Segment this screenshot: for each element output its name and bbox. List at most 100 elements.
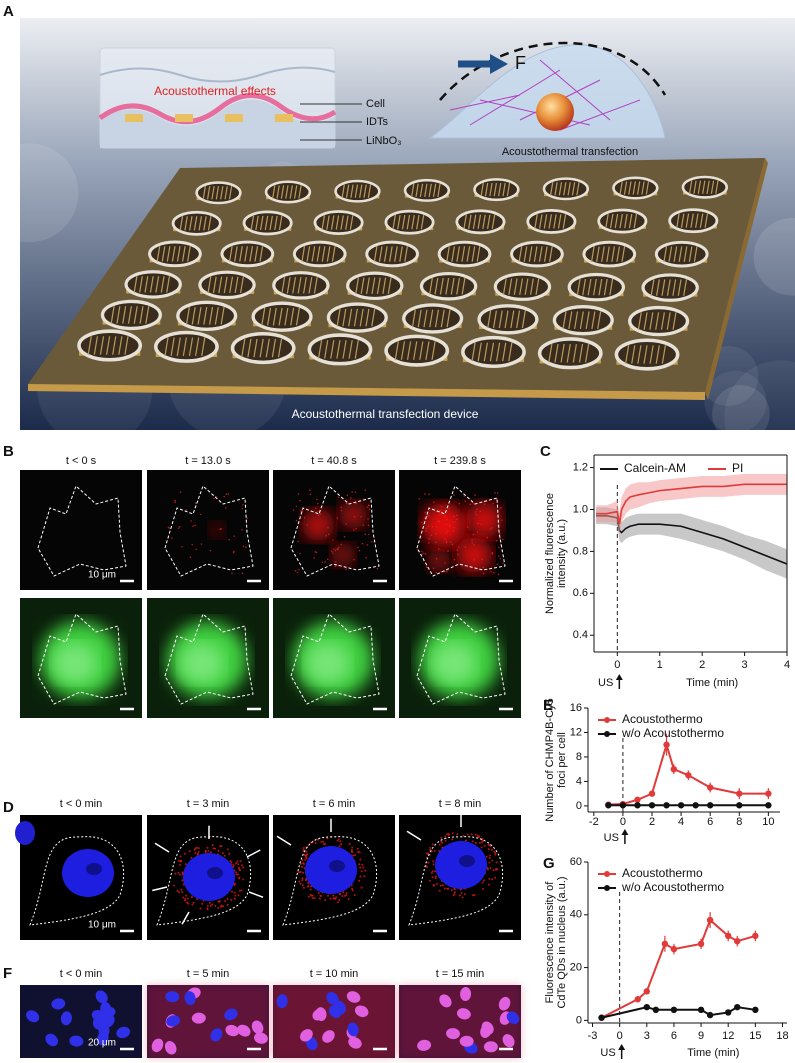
y-tick-label: 16 (570, 702, 582, 714)
idt-finger (274, 215, 278, 231)
red-speck (350, 848, 353, 851)
red-speck (494, 492, 496, 494)
idt-finger (632, 181, 636, 195)
red-speck (332, 894, 335, 897)
idt-finger (267, 307, 272, 326)
red-speck (421, 553, 423, 555)
red-speck (343, 536, 346, 538)
time-label: t = 40.8 s (311, 455, 357, 467)
y-tick-label: 20 (570, 961, 582, 973)
x-tick-label: 18 (776, 1030, 788, 1042)
idt-finger (650, 279, 655, 296)
cell-outline (416, 613, 506, 705)
idt-finger (345, 215, 349, 230)
cell-outline (37, 485, 127, 577)
idt-finger (429, 309, 434, 328)
idt-finger (666, 312, 671, 330)
device-side (705, 158, 768, 400)
idt-finger (367, 184, 372, 198)
red-speck (471, 539, 473, 541)
idt-finger (112, 336, 117, 355)
red-speck (450, 889, 453, 892)
idt-finger (498, 182, 502, 197)
marker (670, 1006, 678, 1014)
red-speck (473, 503, 475, 505)
red-speck (456, 833, 459, 836)
bokeh-circle (753, 217, 795, 296)
legend-label: w/o Acoustothermo (621, 726, 724, 740)
red-speck (233, 550, 235, 553)
idt-finger (349, 215, 354, 230)
time-label: t < 0 min (60, 798, 103, 810)
red-speck (491, 878, 494, 881)
red-speck (336, 839, 339, 842)
red-speck (457, 546, 460, 548)
idt-finger (185, 307, 190, 325)
idt-finger (516, 310, 521, 329)
idt-finger (389, 246, 393, 262)
red-speck (487, 848, 490, 851)
series-line (596, 483, 787, 525)
red-speck (337, 548, 339, 551)
red-speck (431, 526, 434, 528)
red-speck (337, 564, 340, 567)
red-speck (299, 552, 301, 555)
idt-finger (316, 246, 321, 262)
nucleus (184, 991, 196, 1006)
red-speck (451, 521, 454, 523)
idt-finger (376, 277, 381, 295)
idt-finger (562, 311, 567, 329)
idt-finger (625, 345, 630, 364)
red-speck (428, 538, 430, 540)
idt-finger (456, 246, 461, 262)
well (334, 179, 381, 203)
idt-finger (688, 180, 693, 194)
idt-finger (628, 181, 632, 195)
red-speck (212, 847, 215, 850)
red-speck (489, 528, 492, 530)
idt-finger (598, 278, 603, 296)
idt-finger (340, 215, 344, 230)
red-speck (366, 544, 369, 546)
red-speck (317, 514, 320, 516)
idt-finger (406, 215, 411, 230)
idt-finger (597, 311, 602, 329)
time-label: t = 10 min (310, 968, 359, 980)
idt-finger (139, 276, 143, 293)
red-speck (322, 840, 325, 843)
idt-finger (579, 311, 584, 329)
red-speck (445, 532, 448, 534)
red-speck (435, 532, 438, 535)
red-speck (480, 523, 482, 526)
red-speck (319, 513, 322, 515)
idt-finger (695, 213, 699, 228)
red-speck (192, 525, 194, 527)
red-speck (206, 904, 209, 907)
idt-finger (472, 214, 477, 229)
red-speck (230, 898, 233, 901)
red-speck (439, 513, 441, 516)
well (402, 303, 464, 334)
idt-finger (415, 183, 419, 198)
marker (643, 988, 650, 995)
red-speck (456, 553, 459, 556)
red-speck (302, 886, 305, 889)
red-speck (453, 494, 455, 497)
time-label: t = 6 min (313, 798, 356, 810)
idt-finger (234, 276, 239, 294)
red-speck (183, 852, 186, 855)
red-speck (231, 890, 234, 893)
red-speck (219, 905, 222, 908)
red-speck (334, 897, 337, 900)
panel-label: G (543, 855, 555, 872)
red-speck (235, 862, 238, 865)
idt-finger (239, 246, 243, 262)
red-speck (345, 523, 347, 525)
idt-finger (419, 183, 424, 198)
idt-finger (371, 277, 376, 295)
well (597, 208, 648, 234)
idt-finger (431, 341, 436, 360)
idt-finger (272, 307, 277, 326)
well (220, 240, 275, 268)
marker (663, 802, 670, 809)
